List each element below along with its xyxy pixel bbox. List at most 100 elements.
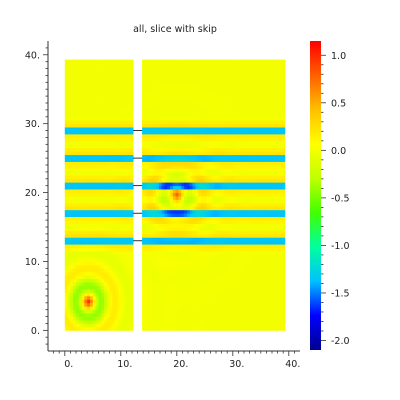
heatmap-cell [115,313,119,317]
heatmap-cell [217,251,221,255]
heatmap-cell [132,161,134,166]
heatmap-cell [144,196,149,200]
heatmap-cell [153,182,157,187]
heatmap-cell [245,220,249,224]
heatmap-cell [147,116,151,121]
heatmap-cell [129,106,133,111]
heatmap-cell [164,220,168,224]
heatmap-cell [123,258,127,262]
heatmap-cell [214,216,219,221]
heatmap-cell [129,192,133,197]
heatmap-cell [203,220,207,224]
heatmap-cell [64,59,68,63]
heatmap-cell [109,271,113,276]
heatmap-cell [242,240,247,245]
heatmap-cell [226,82,230,87]
heatmap-cell [98,120,102,125]
heatmap-cell [167,103,171,107]
heatmap-cell [70,127,74,131]
heatmap-cell [112,185,116,190]
heatmap-cell [109,326,113,331]
heatmap-cell [150,182,154,187]
heatmap-cell [126,299,130,304]
heatmap-cell [118,240,122,245]
heatmap-cell [167,258,171,262]
heatmap-cell [112,316,116,321]
heatmap-cell [203,295,207,300]
heatmap-cell [158,206,163,211]
heatmap-cell [67,140,71,145]
heatmap-cell [132,295,134,300]
heatmap-cell [228,313,233,317]
heatmap-cell [142,134,146,138]
heatmap-cell [109,299,113,304]
heatmap-cell [209,292,213,297]
heatmap-cell [231,127,235,131]
heatmap-cell [175,144,179,149]
heatmap-cell [198,326,202,331]
heatmap-cell [189,192,193,197]
heatmap-cell [206,147,210,152]
heatmap-cell [115,178,119,183]
heatmap-cell [195,271,199,276]
heatmap-cell [92,213,96,218]
heatmap-cell [104,78,108,83]
heatmap-cell [129,247,133,252]
heatmap-cell [192,165,196,169]
heatmap-cell [237,171,241,176]
heatmap-cell [98,72,102,76]
heatmap-cell [195,254,199,259]
heatmap-cell [106,237,110,242]
heatmap-cell [226,268,230,273]
heatmap-cell [223,316,227,321]
heatmap-cell [67,309,71,314]
heatmap-cell [245,230,249,235]
heatmap-cell [106,261,110,266]
heatmap-cell [132,268,134,273]
heatmap-cell [142,264,146,269]
heatmap-cell [64,154,68,159]
heatmap-cell [95,61,99,66]
heatmap-cell [226,78,230,83]
heatmap-cell [234,89,238,94]
heatmap-cell [132,309,134,314]
heatmap-cell [112,278,116,283]
heatmap-cell [198,275,202,280]
heatmap-cell [223,233,227,238]
heatmap-cell [200,59,205,63]
heatmap-cell [184,282,188,286]
heatmap-cell [120,116,124,121]
heatmap-cell [156,96,160,100]
heatmap-cell [132,109,134,114]
heatmap-cell [158,295,163,300]
heatmap-cell [98,165,102,169]
heatmap-cell [67,289,71,293]
heatmap-cell [76,230,80,235]
heatmap-cell [175,223,179,228]
heatmap-cell [161,223,165,228]
heatmap-cell [186,306,191,311]
heatmap-cell [118,182,122,187]
heatmap-cell [90,306,94,311]
heatmap-cell [212,227,216,231]
heatmap-cell [76,244,80,249]
heatmap-cell [234,130,238,135]
heatmap-cell [95,278,99,283]
heatmap-cell [153,275,157,280]
heatmap-cell [132,130,134,135]
heatmap-cell [161,316,165,321]
heatmap-cell [126,103,130,107]
heatmap-cell [144,96,149,100]
heatmap-cell [206,196,210,200]
heatmap-cell [228,123,233,128]
heatmap-cell [78,78,82,83]
heatmap-cell [118,230,122,235]
heatmap-cell [132,123,134,128]
heatmap-cell [98,158,102,162]
heatmap-cell [76,72,80,76]
heatmap-cell [147,113,151,118]
heatmap-cell [167,285,171,290]
heatmap-cell [231,192,235,197]
heatmap-cell [150,103,154,107]
heatmap-cell [186,168,191,173]
